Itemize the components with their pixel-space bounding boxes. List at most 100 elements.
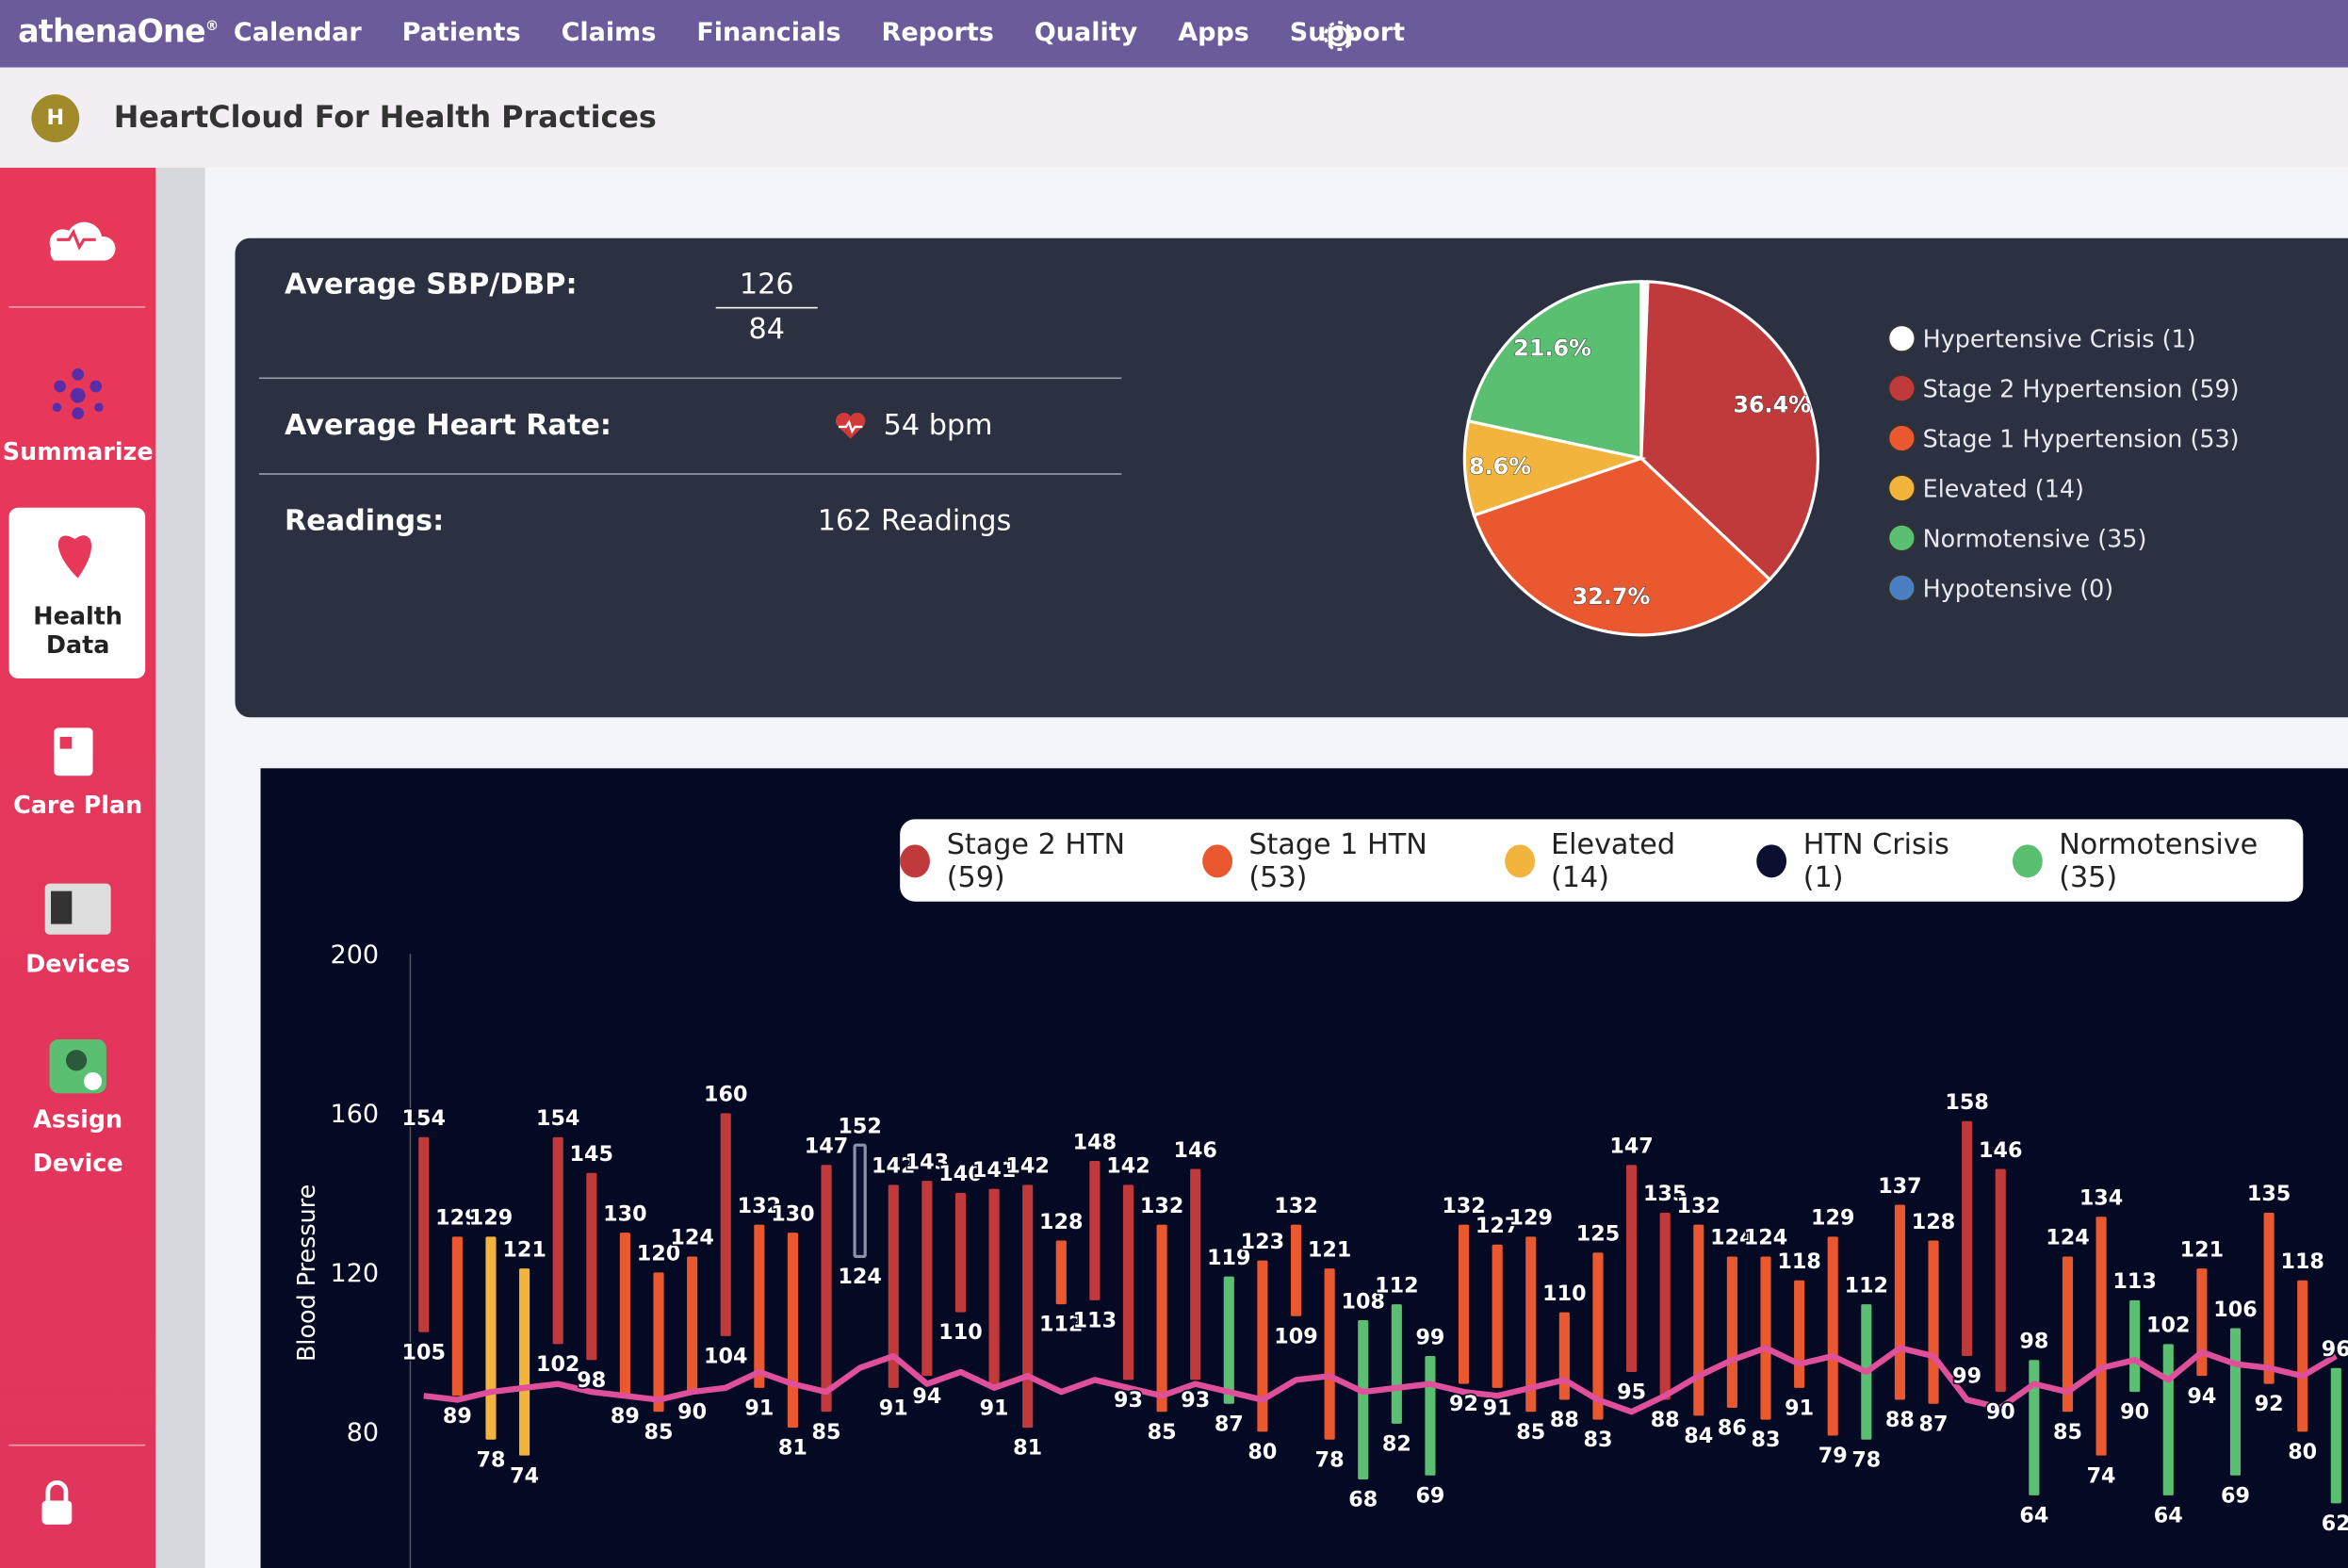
sbp-label: 121	[2180, 1237, 2224, 1262]
sbp-label: 129	[435, 1206, 479, 1231]
dbp-label: 80	[2288, 1440, 2317, 1464]
bp-bar	[1525, 1236, 1537, 1413]
sbp-label: 112	[1375, 1273, 1418, 1298]
bp-bar	[1592, 1252, 1604, 1420]
pie-label: 21.6%	[1513, 335, 1591, 362]
dbp-label: 84	[1684, 1424, 1713, 1448]
sidebar-item[interactable]: Devices	[25, 949, 131, 978]
nav-items: Calendar Patients Claims Financials Reports Q…	[234, 18, 1405, 48]
bp-bar	[2196, 1268, 2208, 1377]
bp-bar	[2029, 1360, 2040, 1495]
bp-bar	[1760, 1256, 1771, 1420]
dbp-label: 87	[1919, 1412, 1949, 1436]
bp-bar	[1726, 1256, 1737, 1408]
dbp-label: 94	[912, 1384, 941, 1409]
bp-bar	[1794, 1280, 1805, 1388]
legend-label: Normotensive (35)	[1923, 524, 2147, 552]
bp-bar	[1626, 1165, 1638, 1372]
sbp-label: 102	[2146, 1314, 2190, 1338]
bp-bar	[1122, 1184, 1134, 1380]
legend-item[interactable]: Stage 2 HTN (59)	[900, 827, 1172, 893]
heart-icon	[835, 412, 866, 439]
sbp-label: 154	[536, 1106, 579, 1131]
sbp-label: 148	[1073, 1130, 1117, 1154]
bp-bar	[619, 1233, 630, 1396]
pie-label: 32.7%	[1573, 583, 1651, 610]
sbp-label: 129	[1811, 1206, 1854, 1231]
bp-bar	[519, 1268, 530, 1456]
y-axis-title: Blood Pressure	[292, 1184, 320, 1362]
y-tick-label: 120	[331, 1259, 380, 1288]
bp-bar	[2062, 1256, 2074, 1413]
legend-item[interactable]: Elevated (14)	[1504, 827, 1727, 894]
dbp-label: 94	[2187, 1384, 2216, 1409]
bp-bar	[653, 1272, 664, 1413]
dbp-label: 85	[812, 1420, 841, 1445]
sidebar-item[interactable]: Health Data	[33, 601, 122, 660]
nav-item[interactable]: Calendar	[233, 18, 362, 48]
nav-item[interactable]: Reports	[881, 18, 994, 48]
legend-swatch	[1886, 473, 1916, 503]
sbp-label: 152	[838, 1114, 881, 1138]
legend-item[interactable]: Stage 1 HTN (53)	[1201, 827, 1475, 894]
dbp-label: 93	[1114, 1388, 1143, 1413]
sbp-label: 113	[2112, 1269, 2156, 1294]
sbp-value: 126	[739, 268, 794, 302]
sbp-label: 132	[1274, 1194, 1317, 1218]
readings-label: Readings:	[284, 504, 445, 538]
sbp-label: 128	[1912, 1210, 1955, 1234]
sidebar-item[interactable]: Care Plan	[13, 791, 143, 820]
sbp-label: 98	[2019, 1330, 2048, 1354]
bp-bar	[1022, 1184, 1034, 1429]
nav-item[interactable]: Claims	[561, 18, 657, 48]
bp-bar	[1089, 1161, 1101, 1300]
sbp-label: 132	[1140, 1194, 1183, 1218]
sbp-label: 154	[402, 1106, 446, 1131]
legend-label: Stage 1 HTN (53)	[1248, 827, 1427, 894]
bp-bar	[2229, 1328, 2242, 1476]
sbp-label: 125	[1576, 1222, 1620, 1247]
sbp-label: 118	[2280, 1250, 2324, 1274]
dbp-label: 91	[879, 1396, 908, 1420]
legend-label: Elevated (14)	[1551, 827, 1676, 894]
bp-bar	[2297, 1280, 2308, 1432]
bp-bar	[1425, 1356, 1436, 1476]
bp-bar	[853, 1143, 867, 1259]
sbp-label: 123	[1241, 1230, 1284, 1254]
heart-rate-line	[423, 1345, 2338, 1415]
sbp-label: 110	[1542, 1282, 1586, 1306]
settings-icon[interactable]	[1322, 20, 1355, 53]
nav-item[interactable]: Financials	[696, 18, 841, 48]
bp-bar	[1391, 1304, 1402, 1424]
dbp-label: 85	[1148, 1420, 1177, 1445]
sbp-label: 124	[670, 1226, 713, 1250]
nav-item[interactable]: Patients	[401, 18, 521, 48]
dbp-label: 95	[1617, 1380, 1646, 1405]
bp-bar	[687, 1256, 698, 1393]
sbp-label: 145	[570, 1142, 613, 1167]
legend-item[interactable]: Normotensive (35)	[2012, 827, 2304, 893]
sbp-label: 132	[1442, 1194, 1485, 1218]
nav-item[interactable]: Quality	[1034, 18, 1138, 48]
sbp-label: 146	[1979, 1138, 2022, 1163]
dbp-label: 78	[1315, 1447, 1345, 1472]
bp-bar	[1324, 1268, 1335, 1440]
pie-slice	[1639, 280, 1819, 582]
bp-bar	[2263, 1212, 2275, 1384]
sbp-label: 146	[1173, 1138, 1216, 1163]
bp-bar	[451, 1236, 463, 1396]
legend-label: Elevated (14)	[1923, 474, 2084, 502]
brand[interactable]: athenaOne®	[18, 13, 219, 49]
sbp-label: 132	[738, 1194, 781, 1218]
bp-bar	[1257, 1260, 1268, 1432]
bp-bar	[988, 1188, 1000, 1388]
sidebar-item[interactable]: Assign Device	[32, 1104, 123, 1178]
bp-bar	[1693, 1224, 1704, 1416]
legend-item[interactable]: HTN Crisis (1)	[1756, 827, 1982, 893]
sbp-label: 108	[1342, 1289, 1385, 1314]
nav-item[interactable]: Apps	[1178, 18, 1249, 48]
dbp-label: 83	[1583, 1428, 1612, 1452]
dbp-label: 64	[2019, 1504, 2048, 1528]
sidebar-item[interactable]: Summarize	[2, 437, 154, 466]
